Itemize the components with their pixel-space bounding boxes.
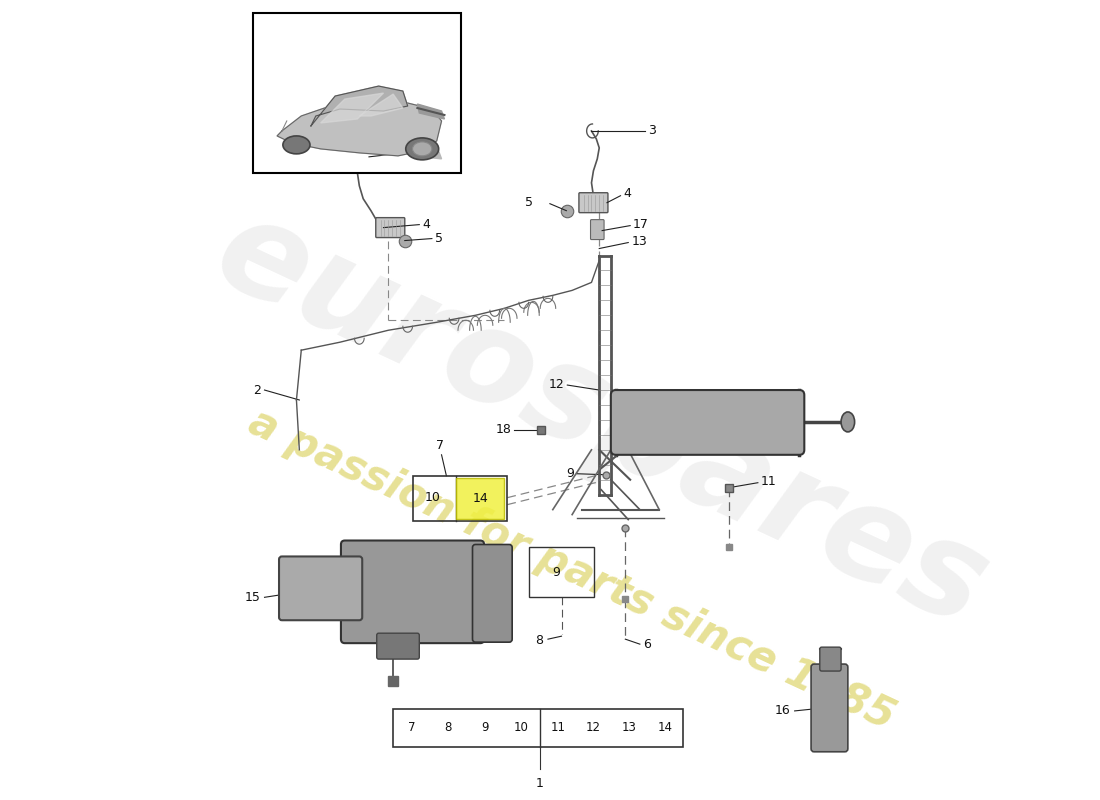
Text: 4: 4 <box>624 187 631 200</box>
Text: 3: 3 <box>416 146 424 158</box>
Bar <box>253 14 461 173</box>
FancyBboxPatch shape <box>579 193 608 213</box>
Ellipse shape <box>283 136 310 154</box>
Text: 13: 13 <box>623 722 637 734</box>
Text: 1: 1 <box>536 777 543 790</box>
Text: 10: 10 <box>425 491 441 504</box>
Bar <box>393 709 683 746</box>
Text: 5: 5 <box>526 196 534 209</box>
Polygon shape <box>408 141 441 159</box>
FancyBboxPatch shape <box>376 218 405 238</box>
Text: 12: 12 <box>586 722 601 734</box>
Text: 9: 9 <box>481 722 488 734</box>
Text: 8: 8 <box>535 634 543 646</box>
FancyBboxPatch shape <box>811 664 848 752</box>
Polygon shape <box>360 94 403 116</box>
FancyBboxPatch shape <box>279 557 362 620</box>
Bar <box>529 547 594 598</box>
Text: 8: 8 <box>444 722 452 734</box>
Text: 17: 17 <box>634 218 649 231</box>
Text: 14: 14 <box>472 492 488 505</box>
Text: 10: 10 <box>514 722 529 734</box>
Text: 18: 18 <box>495 423 512 436</box>
FancyBboxPatch shape <box>820 647 842 671</box>
Polygon shape <box>320 93 384 123</box>
Text: 9: 9 <box>566 467 574 480</box>
Text: 12: 12 <box>549 378 564 390</box>
FancyBboxPatch shape <box>376 633 419 659</box>
Polygon shape <box>277 101 441 156</box>
Bar <box>456 478 505 518</box>
Text: 7: 7 <box>408 722 415 734</box>
Text: 9: 9 <box>552 566 561 579</box>
Text: 11: 11 <box>761 475 777 488</box>
Text: 3: 3 <box>648 125 656 138</box>
FancyBboxPatch shape <box>610 390 804 455</box>
Text: 7: 7 <box>436 439 443 452</box>
Text: eurospares: eurospares <box>196 186 1007 654</box>
Polygon shape <box>311 86 408 126</box>
Ellipse shape <box>406 138 439 160</box>
Polygon shape <box>417 104 444 119</box>
Bar <box>412 476 507 521</box>
Text: 15: 15 <box>245 591 261 604</box>
Text: 4: 4 <box>422 218 430 231</box>
Text: 5: 5 <box>434 232 443 245</box>
Text: 14: 14 <box>658 722 673 734</box>
Ellipse shape <box>842 412 855 432</box>
Text: a passion for parts since 1985: a passion for parts since 1985 <box>242 401 902 738</box>
Text: 16: 16 <box>776 705 791 718</box>
Text: 6: 6 <box>642 638 650 650</box>
FancyBboxPatch shape <box>591 220 604 239</box>
FancyBboxPatch shape <box>473 545 513 642</box>
FancyBboxPatch shape <box>341 541 484 643</box>
Text: 13: 13 <box>632 235 648 248</box>
Ellipse shape <box>412 142 432 156</box>
Text: 11: 11 <box>550 722 565 734</box>
Text: 2: 2 <box>253 383 261 397</box>
